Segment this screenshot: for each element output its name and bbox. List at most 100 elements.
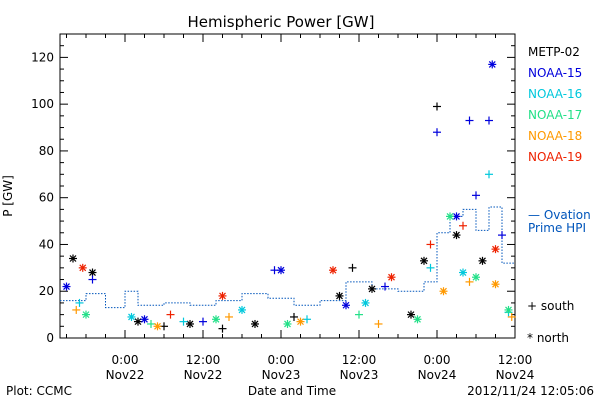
marker-stroke (82, 311, 90, 319)
plot-frame (59, 33, 516, 339)
marker-stroke (420, 257, 428, 265)
south-point (426, 240, 435, 249)
y-tick-label: 120 (31, 50, 54, 64)
south-point (199, 317, 207, 326)
south-point (218, 324, 227, 333)
north-point (153, 322, 162, 331)
marker-stroke (277, 266, 285, 274)
legend-entry: NOAA-17 (528, 108, 582, 122)
legend-entry: NOAA-19 (528, 150, 582, 164)
north-point (78, 263, 87, 272)
south-point (485, 116, 493, 125)
north-point (134, 317, 142, 326)
south-point (507, 312, 516, 321)
south-point (290, 312, 298, 321)
north-point (140, 315, 149, 324)
legend-entry: METP-02 (528, 45, 580, 59)
north-point (439, 287, 448, 296)
x-tick-label: 0:00 (424, 353, 451, 367)
marker-stroke (238, 306, 246, 314)
north-point (251, 319, 259, 328)
north-point (452, 231, 461, 240)
x-tick-label: 12:00 (186, 353, 221, 367)
y-tick-label: 80 (39, 144, 54, 158)
north-point (491, 280, 500, 289)
south-point (72, 305, 81, 314)
south-point (88, 275, 97, 284)
south-point (374, 319, 383, 328)
y-tick-label: 40 (39, 237, 54, 251)
south-point (433, 102, 441, 111)
north-point (420, 256, 428, 265)
marker-stroke (329, 266, 337, 274)
marker-stroke (362, 299, 369, 307)
south-point (355, 310, 363, 319)
marker-stroke (492, 245, 499, 253)
marker-stroke (440, 287, 447, 295)
chart-title: Hemispheric Power [GW] (188, 13, 375, 31)
north-point (82, 310, 90, 319)
marker-stroke (388, 273, 395, 281)
y-tick-label: 0 (46, 331, 54, 345)
north-point (238, 305, 246, 314)
marker-stroke (69, 255, 77, 262)
south-point (147, 319, 155, 328)
south-point (381, 282, 389, 291)
marker-stroke (284, 320, 291, 328)
north-point (218, 291, 227, 300)
legend-entry: NOAA-18 (528, 129, 582, 143)
north-point (413, 315, 422, 324)
marker-stroke (128, 313, 135, 321)
x-tick-label: 12:00 (498, 353, 533, 367)
north-point (459, 268, 467, 277)
legend: METP-02 NOAA-15 NOAA-16 NOAA-17 NOAA-18 NOAA-… (528, 45, 582, 164)
marker-stroke (488, 60, 496, 68)
y-axis: 0 20 40 60 80 100 120 (31, 33, 515, 345)
south-point (472, 191, 480, 200)
marker-stroke (89, 269, 96, 276)
north-point (127, 312, 136, 321)
marker-stroke (251, 320, 259, 328)
marker-stroke (63, 283, 70, 290)
north-point (277, 266, 285, 275)
x-tick-date-label: Nov24 (496, 368, 535, 382)
marker-stroke (453, 231, 460, 239)
plot-timestamp: 2012/11/24 12:05:06 (467, 384, 594, 398)
legend-ovation-line2: Prime HPI (528, 221, 586, 235)
ovation-prime-hpi-line (60, 206, 515, 309)
marker-stroke (479, 257, 486, 265)
legend-north: * north (527, 331, 569, 345)
south-point (465, 116, 474, 125)
north-point (478, 256, 487, 265)
marker-stroke (297, 318, 304, 326)
north-point (186, 319, 194, 328)
south-point (485, 170, 493, 179)
marker-stroke (407, 311, 415, 319)
legend-entry: NOAA-16 (528, 87, 582, 101)
north-point (368, 284, 376, 293)
marker-stroke (79, 264, 87, 272)
south-point (498, 231, 506, 240)
marker-stroke (446, 212, 454, 220)
marker-stroke (212, 315, 220, 323)
marker-stroke (336, 292, 343, 300)
marker-stroke (154, 322, 161, 330)
marker-stroke (459, 269, 467, 276)
marker-stroke (472, 273, 480, 281)
x-tick-date-label: Nov22 (106, 368, 145, 382)
x-tick-label: 12:00 (342, 353, 377, 367)
north-point (62, 282, 71, 291)
south-point (303, 315, 311, 324)
north-point (387, 273, 396, 282)
x-tick-date-label: Nov23 (340, 368, 379, 382)
x-tick-label: 0:00 (112, 353, 139, 367)
south-point (225, 312, 233, 321)
y-tick-label: 60 (39, 191, 54, 205)
x-tick-date-label: Nov22 (184, 368, 223, 382)
marker-stroke (141, 315, 148, 323)
south-point (426, 263, 435, 272)
north-point (88, 268, 97, 277)
marker-stroke (186, 320, 194, 328)
north-point (446, 212, 454, 221)
